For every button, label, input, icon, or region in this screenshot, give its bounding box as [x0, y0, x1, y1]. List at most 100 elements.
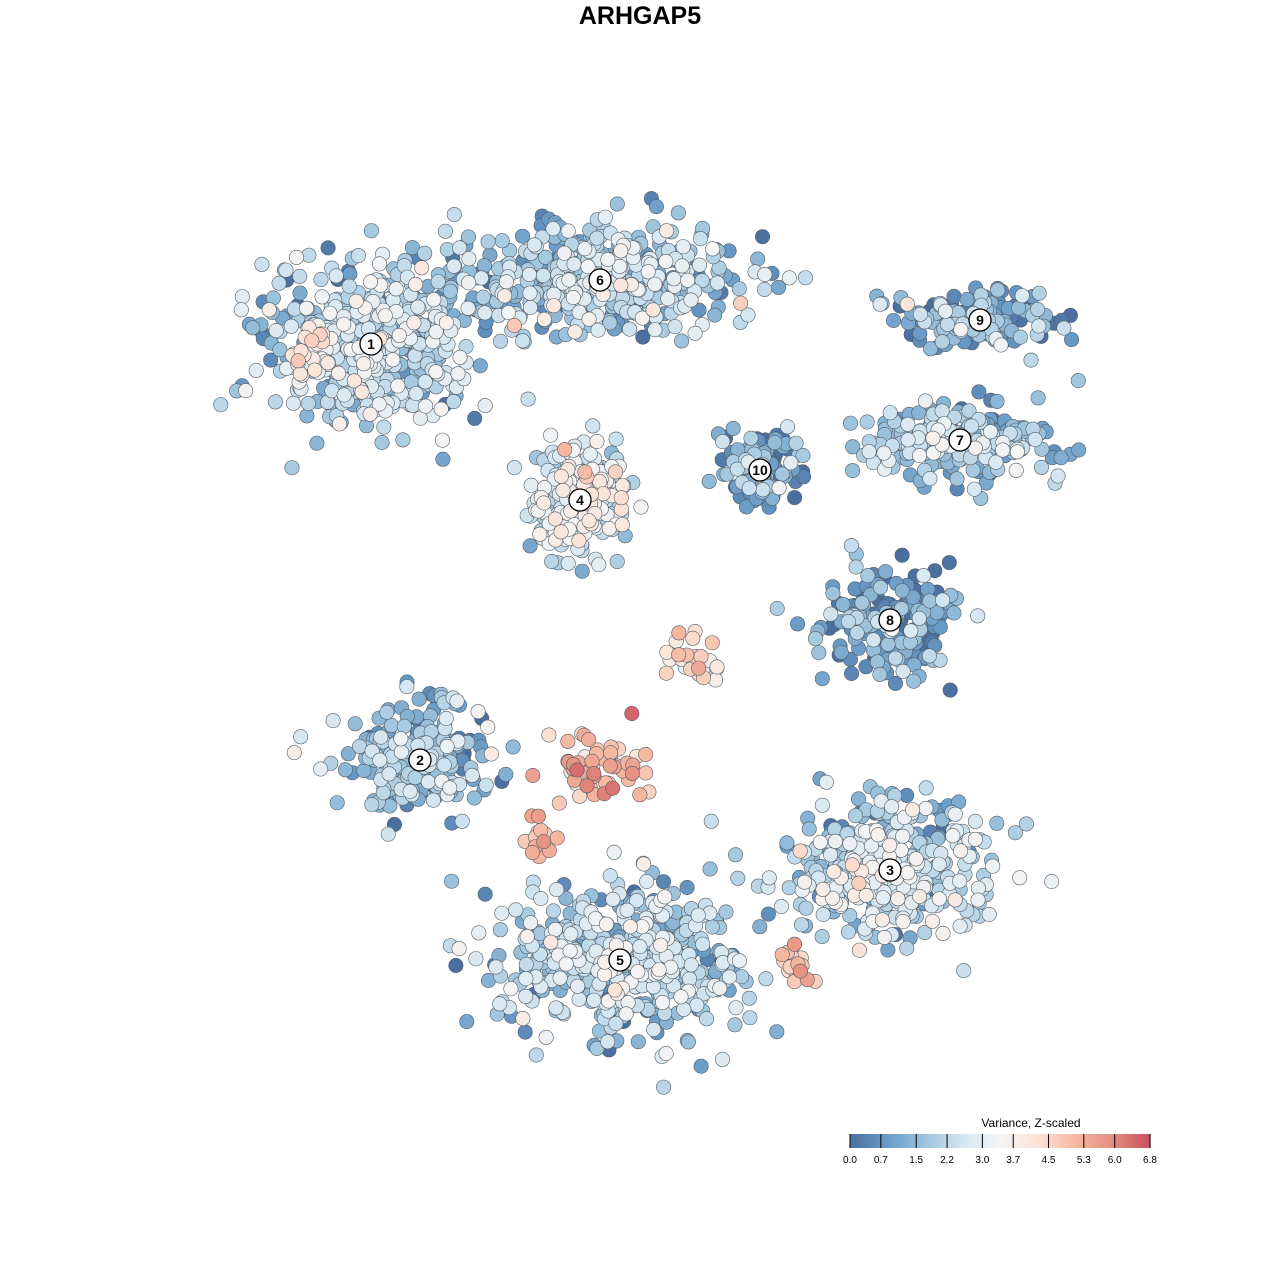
data-point — [313, 761, 329, 777]
data-point — [655, 874, 671, 890]
data-point — [480, 234, 496, 250]
data-point — [845, 463, 861, 479]
data-point — [552, 970, 568, 986]
data-point — [640, 264, 656, 280]
data-point — [602, 758, 618, 774]
legend-color-step — [860, 1134, 863, 1148]
data-point — [941, 555, 957, 571]
legend-tick-label: 2.2 — [940, 1155, 954, 1166]
data-point — [671, 625, 687, 641]
cluster-label-text: 1 — [367, 336, 375, 352]
data-point — [707, 307, 723, 323]
data-point — [922, 593, 938, 609]
data-point — [854, 595, 870, 611]
legend-title: Variance, Z-scaled — [981, 1116, 1080, 1130]
data-point — [657, 889, 673, 905]
data-point — [783, 455, 799, 471]
cluster-label-8: 8 — [878, 608, 902, 632]
data-point — [826, 864, 842, 880]
data-point — [895, 663, 911, 679]
data-point — [861, 444, 877, 460]
data-point — [918, 800, 934, 816]
data-point — [815, 881, 831, 897]
data-point — [767, 435, 783, 451]
data-point — [383, 717, 399, 733]
data-point — [290, 353, 306, 369]
data-point — [632, 939, 648, 955]
data-point — [446, 207, 462, 223]
legend-color-step — [988, 1134, 991, 1148]
data-point — [373, 729, 389, 745]
data-point — [725, 420, 741, 436]
data-point — [656, 1079, 672, 1095]
data-point — [875, 890, 891, 906]
legend-color-step — [1118, 1134, 1121, 1148]
cluster-label-6: 6 — [588, 268, 612, 292]
data-point — [639, 873, 655, 889]
data-point — [309, 435, 325, 451]
data-point — [843, 665, 859, 681]
data-point — [503, 981, 519, 997]
data-point — [781, 880, 797, 896]
data-point — [245, 320, 261, 336]
data-point — [900, 432, 916, 448]
data-point — [372, 752, 388, 768]
data-point — [354, 384, 370, 400]
legend-color-step — [920, 1134, 923, 1148]
legend-color-step — [952, 1134, 955, 1148]
data-point — [894, 547, 910, 563]
data-point — [906, 673, 922, 689]
data-point — [796, 874, 812, 890]
data-point — [895, 828, 911, 844]
data-point — [679, 879, 695, 895]
data-point — [494, 233, 510, 249]
data-point — [563, 926, 579, 942]
data-point — [842, 908, 858, 924]
legend-color-step — [1106, 1134, 1109, 1148]
legend-color-step — [1074, 1134, 1077, 1148]
data-point — [346, 373, 362, 389]
data-point — [519, 929, 535, 945]
data-point — [636, 856, 652, 872]
legend-color-step — [968, 1134, 971, 1148]
data-point — [364, 797, 380, 813]
legend-color-step — [1076, 1134, 1079, 1148]
data-point — [417, 245, 433, 261]
data-point — [807, 631, 823, 647]
data-point — [598, 916, 614, 932]
data-point — [533, 891, 549, 907]
legend-color-step — [976, 1134, 979, 1148]
data-point — [213, 397, 229, 413]
data-point — [847, 808, 863, 824]
legend-color-step — [1110, 1134, 1113, 1148]
data-point — [608, 1015, 624, 1031]
data-point — [931, 891, 947, 907]
data-point — [953, 321, 969, 337]
data-point — [459, 1014, 475, 1030]
data-point — [1044, 873, 1060, 889]
cluster-label-badge — [608, 948, 632, 972]
data-point — [1031, 285, 1047, 301]
data-point — [320, 355, 336, 371]
legend-color-step — [1104, 1134, 1107, 1148]
data-point — [823, 606, 839, 622]
data-point — [420, 774, 436, 790]
data-point — [1030, 301, 1046, 317]
data-point — [858, 887, 874, 903]
legend-color-step — [1086, 1134, 1089, 1148]
data-point — [687, 325, 703, 341]
data-point — [622, 919, 638, 935]
data-point — [702, 861, 718, 877]
data-point — [769, 1024, 785, 1040]
legend-color-step — [1040, 1134, 1043, 1148]
data-point — [769, 600, 785, 616]
data-point — [870, 827, 886, 843]
data-point — [461, 251, 477, 267]
legend-color-step — [996, 1134, 999, 1148]
legend-tick-label: 4.5 — [1042, 1155, 1056, 1166]
data-point — [581, 732, 597, 748]
data-point — [814, 929, 830, 945]
data-point — [390, 378, 406, 394]
data-point — [571, 533, 587, 549]
